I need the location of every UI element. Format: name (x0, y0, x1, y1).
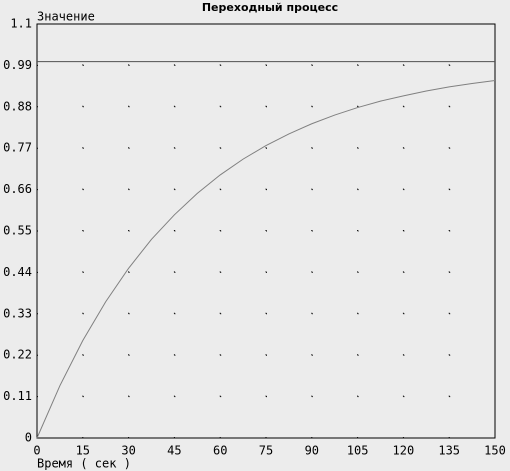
y-tick-label: 0.44 (3, 265, 32, 279)
x-tick-label: 30 (121, 444, 135, 458)
y-tick-label: 0.22 (3, 348, 32, 362)
x-tick-label: 150 (484, 444, 506, 458)
y-tick-label: 0.33 (3, 306, 32, 320)
x-tick-label: 45 (167, 444, 181, 458)
y-tick-label: 0.77 (3, 141, 32, 155)
x-tick-label: 90 (305, 444, 319, 458)
x-tick-label: 15 (76, 444, 90, 458)
chart-title: Переходный процесс (202, 1, 338, 14)
x-tick-label: 60 (213, 444, 227, 458)
x-tick-label: 0 (33, 444, 40, 458)
x-tick-label: 120 (393, 444, 415, 458)
x-axis-label: Время ( сек ) (37, 457, 131, 471)
y-tick-label: 1.1 (10, 17, 32, 31)
y-tick-label: 0 (25, 431, 32, 445)
x-tick-label: 135 (438, 444, 460, 458)
x-tick-label: 75 (259, 444, 273, 458)
x-tick-label: 105 (347, 444, 369, 458)
y-tick-label: 0.55 (3, 224, 32, 238)
y-axis-label: Значение (37, 10, 95, 24)
y-tick-label: 0.99 (3, 58, 32, 72)
y-tick-label: 0.66 (3, 182, 32, 196)
line-series (36, 79, 496, 439)
y-tick-label: 0.11 (3, 389, 32, 403)
y-tick-label: 0.88 (3, 99, 32, 113)
